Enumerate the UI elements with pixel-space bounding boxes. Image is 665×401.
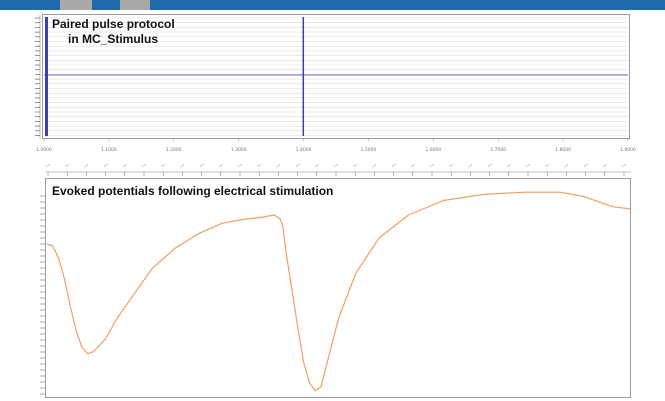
chart2-top-tick-mark [45, 163, 51, 168]
chart2-top-tick-mark [276, 163, 281, 168]
chart2-top-tick-mark [391, 163, 396, 168]
chart2-top-tick-mark [141, 163, 147, 168]
chart2-top-tick-mark [564, 163, 569, 168]
chart2-top-tick-mark [353, 163, 358, 168]
header-tab-1 [60, 0, 92, 10]
chart2-top-tick-mark [84, 163, 89, 168]
chart1-x-tick-label: 1.6000 [425, 147, 441, 153]
chart1-x-tick-label: 1.0000 [36, 147, 52, 153]
chart1-subtitle: in MC_Stimulus [68, 32, 159, 46]
chart2-top-tick-mark [103, 163, 108, 168]
chart1-x-tick-label: 1.3000 [231, 147, 247, 153]
header-tab-2 [120, 0, 150, 10]
chart2-top-tick-mark [468, 163, 473, 168]
chart2-top-tick-mark [372, 163, 377, 168]
chart2-top-tick-mark [487, 163, 492, 168]
chart1-x-tick-label: 1.2000 [166, 147, 182, 153]
chart2-title: Evoked potentials following electrical s… [52, 184, 334, 198]
chart2-top-tick-mark [122, 163, 127, 168]
potentials-chart-panel [45, 178, 631, 398]
chart2-top-tick-mark [429, 163, 435, 168]
chart2-top-tick-mark [545, 163, 550, 168]
chart1-x-tick-label: 1.4000 [296, 147, 312, 153]
chart1-pulse [45, 17, 48, 136]
chart1-x-tick-label: 1.7000 [490, 147, 506, 153]
chart2-top-tick-mark [295, 163, 300, 168]
chart2-series-line [46, 191, 631, 392]
chart2-top-tick-mark [410, 163, 415, 168]
chart1-title: Paired pulse protocol [52, 17, 175, 31]
chart1-x-tick-label: 1.8000 [555, 147, 571, 153]
chart2-top-tick-mark [621, 163, 627, 168]
chart2-top-tick-mark [218, 163, 223, 168]
chart2-top-tick-mark [65, 163, 70, 168]
stimulus-chart-panel [42, 14, 630, 139]
chart2-top-tick-mark [199, 163, 204, 168]
chart2-top-tick-mark [583, 163, 588, 168]
chart2-top-tick-mark [314, 163, 319, 168]
chart1-x-tick-label: 1.5000 [361, 147, 377, 153]
chart1-x-tick-label: 1.9000 [620, 147, 636, 153]
chart2-top-tick-mark [237, 163, 243, 168]
chart2-top-tick-mark [180, 163, 185, 168]
header-bar [0, 0, 665, 10]
chart1-x-tick-label: 1.1000 [101, 147, 117, 153]
chart2-top-tick-mark [257, 163, 262, 168]
chart2-top-tick-mark [161, 163, 166, 168]
chart2-top-tick-mark [506, 163, 511, 168]
chart1-pulse [302, 17, 305, 136]
chart2-top-tick-mark [602, 163, 607, 168]
chart2-top-tick-mark [449, 163, 454, 168]
chart2-top-tick-mark [333, 163, 339, 168]
chart2-top-tick-mark [525, 163, 531, 168]
